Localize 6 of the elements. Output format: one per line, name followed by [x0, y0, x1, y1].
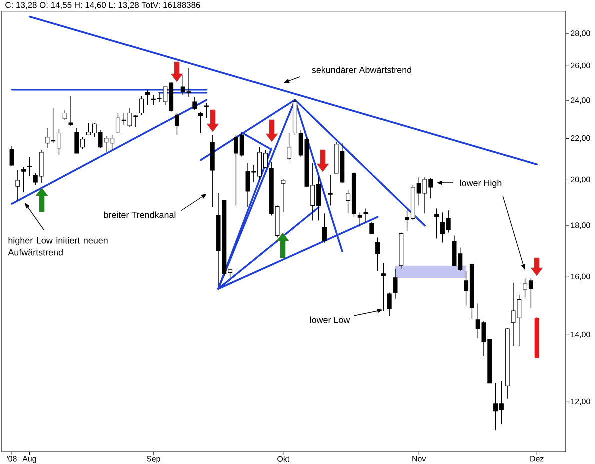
chart-title: C: 13,28 O: 14,55 H: 14,60 L: 13,28 TotV: 16188386	[6, 2, 200, 10]
annotation: sekundärer Abwärtstrend	[312, 66, 412, 74]
annotation: lower Low	[310, 316, 350, 324]
annotation: breiter Trendkanal	[104, 212, 176, 218]
annotation: higher Low initiert neuen Aufwärtstrend	[8, 237, 108, 256]
annotation: lower High	[460, 180, 502, 188]
